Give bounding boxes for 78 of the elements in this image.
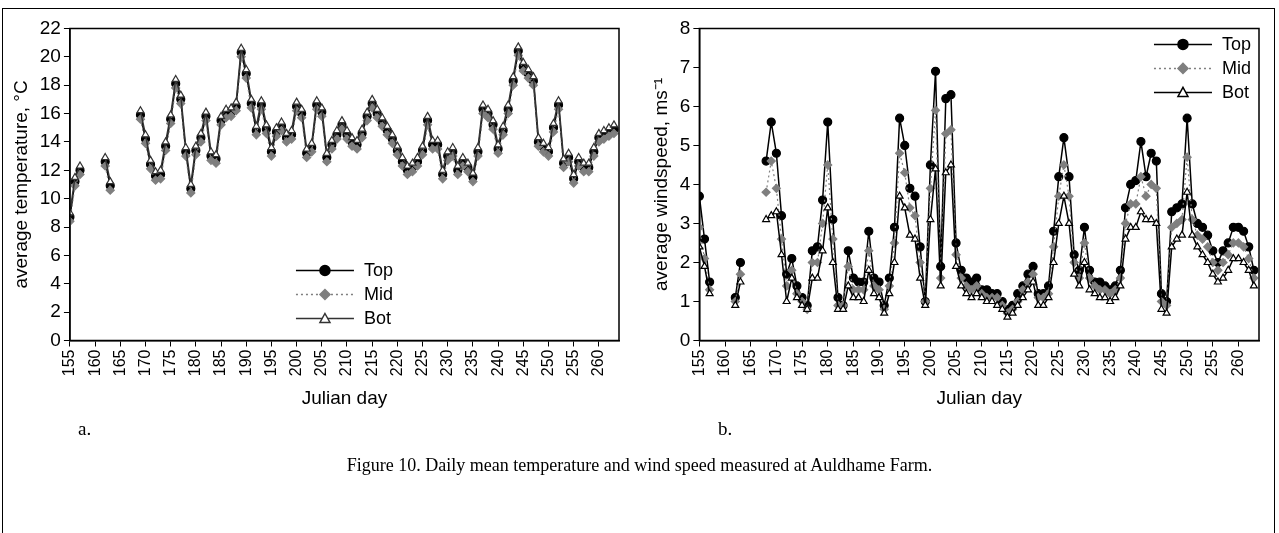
x-tick-label: 160 (85, 349, 103, 377)
x-tick-label: 210 (337, 349, 355, 377)
y-tick-label: 6 (679, 94, 691, 116)
legend-label: Mid (1221, 58, 1251, 79)
y-tick-label: 1 (679, 289, 691, 311)
y-tick-label: 10 (39, 186, 61, 208)
x-tick-label: 260 (589, 349, 607, 377)
x-tick-label: 250 (1177, 349, 1195, 377)
x-tick-label: 240 (488, 349, 506, 377)
x-tick-label: 215 (362, 349, 380, 377)
legend-label: Bot (363, 308, 391, 329)
text: b. (718, 418, 733, 440)
y-tick-label: 0 (50, 328, 61, 350)
x-tick-label: 225 (1049, 349, 1067, 377)
y-tick-label: 12 (39, 158, 61, 180)
y-tick-label: 5 (679, 133, 691, 155)
x-tick-label: 225 (412, 349, 430, 377)
legend-label: Bot (1221, 82, 1250, 103)
x-tick-label: 165 (110, 349, 128, 377)
x-tick-label: 185 (211, 349, 229, 377)
y-tick-label: 2 (679, 250, 691, 272)
y-tick-label: 8 (679, 16, 691, 38)
x-tick-label: 235 (463, 349, 481, 377)
y-axis-title: average windspeed, ms⁻¹ (649, 77, 671, 291)
x-tick-label: 250 (538, 349, 556, 377)
y-tick-label: 4 (679, 172, 691, 194)
y-tick-label: 2 (50, 300, 61, 322)
x-tick-label: 230 (438, 349, 456, 377)
x-tick-label: 220 (387, 349, 405, 377)
y-tick-label: 6 (50, 243, 61, 265)
x-tick-label: 190 (236, 349, 254, 377)
y-tick-label: 14 (39, 130, 62, 152)
x-tick-label: 195 (261, 349, 279, 377)
y-tick-label: 22 (39, 16, 61, 38)
x-tick-label: 175 (792, 349, 810, 377)
x-tick-label: 160 (715, 349, 733, 377)
x-tick-label: 215 (997, 349, 1015, 377)
legend-label: Mid (363, 284, 393, 305)
y-tick-label: 0 (679, 328, 691, 350)
x-tick-label: 155 (60, 349, 78, 377)
x-tick-label: 185 (843, 349, 861, 377)
x-tick-label: 175 (161, 349, 179, 377)
x-tick-label: 245 (513, 349, 531, 377)
x-tick-label: 190 (869, 349, 887, 377)
x-tick-label: 255 (564, 349, 582, 377)
y-tick-label: 7 (679, 55, 691, 77)
x-axis-title: Julian day (936, 386, 1023, 408)
x-tick-label: 170 (766, 349, 784, 377)
x-axis-title: Julian day (301, 386, 388, 408)
x-tick-label: 180 (818, 349, 836, 377)
x-tick-label: 245 (1151, 349, 1169, 377)
x-tick-label: 155 (689, 349, 707, 377)
x-tick-label: 170 (135, 349, 153, 377)
y-tick-label: 18 (39, 73, 61, 95)
x-tick-label: 240 (1126, 349, 1144, 377)
x-tick-label: 220 (1023, 349, 1041, 377)
x-tick-label: 260 (1228, 349, 1246, 377)
x-tick-label: 200 (920, 349, 938, 377)
y-tick-label: 4 (50, 271, 62, 293)
x-tick-label: 195 (895, 349, 913, 377)
x-tick-label: 200 (287, 349, 305, 377)
x-tick-label: 230 (1074, 349, 1092, 377)
x-tick-label: 255 (1203, 349, 1221, 377)
text: a. (78, 418, 92, 440)
y-axis-title: average temperature, °C (9, 80, 31, 289)
x-tick-label: 180 (186, 349, 204, 377)
x-tick-label: 205 (312, 349, 330, 377)
x-tick-label: 205 (946, 349, 964, 377)
legend-label: Top (363, 260, 393, 281)
x-tick-label: 210 (972, 349, 990, 377)
y-tick-label: 8 (50, 215, 61, 237)
legend-label: Top (1221, 34, 1252, 55)
x-tick-label: 235 (1100, 349, 1118, 377)
y-tick-label: 3 (679, 211, 691, 233)
y-tick-label: 20 (39, 45, 61, 67)
x-tick-label: 165 (741, 349, 759, 377)
y-tick-label: 16 (39, 101, 61, 123)
caption: Figure 10. Daily mean temperature and wind speed measured at Auldhame Farm. (345, 455, 934, 476)
